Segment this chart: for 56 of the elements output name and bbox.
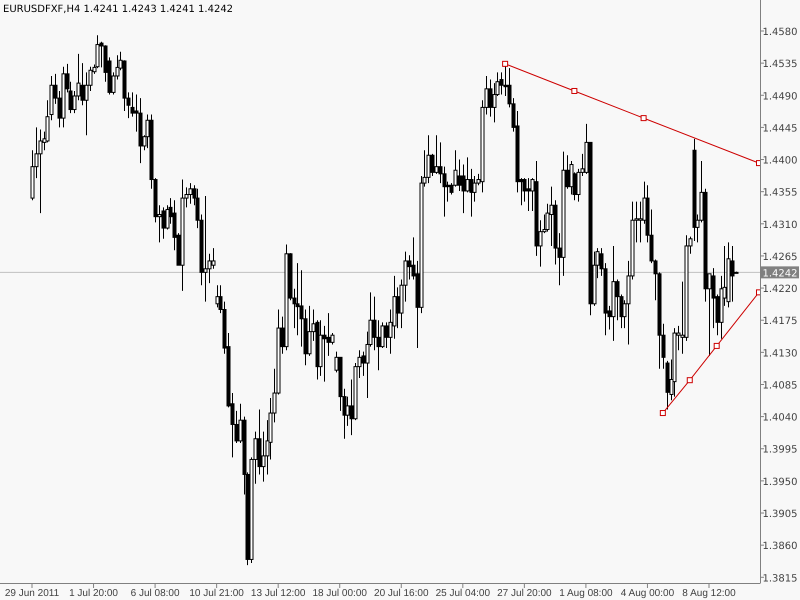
ref-line-label: 1.4242: [762, 268, 798, 280]
y-tick-label: 1.4265: [762, 252, 798, 263]
x-tick-label: 29 Jun 2011: [4, 588, 60, 599]
y-tick-label: 1.4400: [762, 156, 798, 167]
x-tick-label: 8 Aug 12:00: [682, 588, 736, 599]
point: [686, 377, 693, 384]
candlestick: [434, 134, 438, 174]
candlestick: [472, 175, 476, 202]
y-tick-label: 1.3950: [762, 476, 798, 488]
x-tick-label: 1 Aug 08:00: [559, 588, 614, 599]
candlestick: [466, 156, 470, 193]
x-tick-label: 1 Jul 20:00: [69, 588, 118, 599]
chart-title: EURUSDFXF,H4 1.4241 1.4243 1.4241 1.4242: [3, 4, 234, 15]
x-tick-label: 18 Jul 00:00: [312, 588, 368, 599]
point: [502, 60, 508, 67]
y-tick-label: 1.3815: [762, 573, 798, 584]
candlestick: [384, 322, 388, 349]
candlestick: [188, 182, 192, 204]
point: [640, 115, 647, 122]
candlestick: [638, 201, 642, 243]
candlestick: [730, 245, 734, 302]
point: [714, 342, 720, 349]
candlestick: [396, 286, 400, 329]
x-tick-label: 20 Jul 16:00: [374, 588, 429, 599]
y-tick-label: 1.4130: [762, 348, 798, 360]
y-tick-label: 1.3905: [762, 509, 798, 520]
candlestick: [308, 305, 312, 356]
y-tick-label: 1.4220: [762, 284, 798, 296]
x-tick-label: 27 Jul 20:00: [497, 588, 552, 599]
y-tick-label: 1.4580: [762, 26, 798, 38]
point: [571, 88, 578, 94]
y-tick-label: 1.3995: [762, 444, 798, 456]
y-tick-label: 1.4490: [762, 91, 798, 102]
candlestick: [162, 206, 166, 240]
y-tick-label: 1.4535: [762, 59, 798, 70]
y-tick-label: 1.4445: [762, 123, 798, 134]
y-tick-label: 1.4040: [762, 412, 798, 424]
y-tick-label: 1.4355: [762, 188, 798, 199]
candlestick: [212, 248, 216, 270]
x-tick-label: 6 Jul 08:00: [130, 588, 180, 599]
point: [660, 410, 666, 416]
candlestick: [458, 159, 462, 192]
candlestick: [426, 134, 430, 184]
candlestick: [550, 186, 554, 246]
y-tick-label: 1.3860: [762, 541, 798, 552]
y-tick-label: 1.4085: [762, 380, 798, 392]
candlestick: [346, 396, 350, 426]
candlestick: [204, 195, 208, 302]
x-tick-label: 4 Aug 00:00: [620, 588, 675, 599]
x-tick-label: 13 Jul 12:00: [250, 588, 306, 599]
x-tick-label: 25 Jul 04:00: [436, 588, 490, 599]
x-tick-label: 10 Jul 21:00: [189, 588, 244, 599]
y-tick-label: 1.4310: [762, 220, 798, 231]
y-tick-label: 1.4175: [762, 316, 798, 328]
candlestick: [526, 178, 530, 212]
candlestick: [38, 129, 42, 214]
